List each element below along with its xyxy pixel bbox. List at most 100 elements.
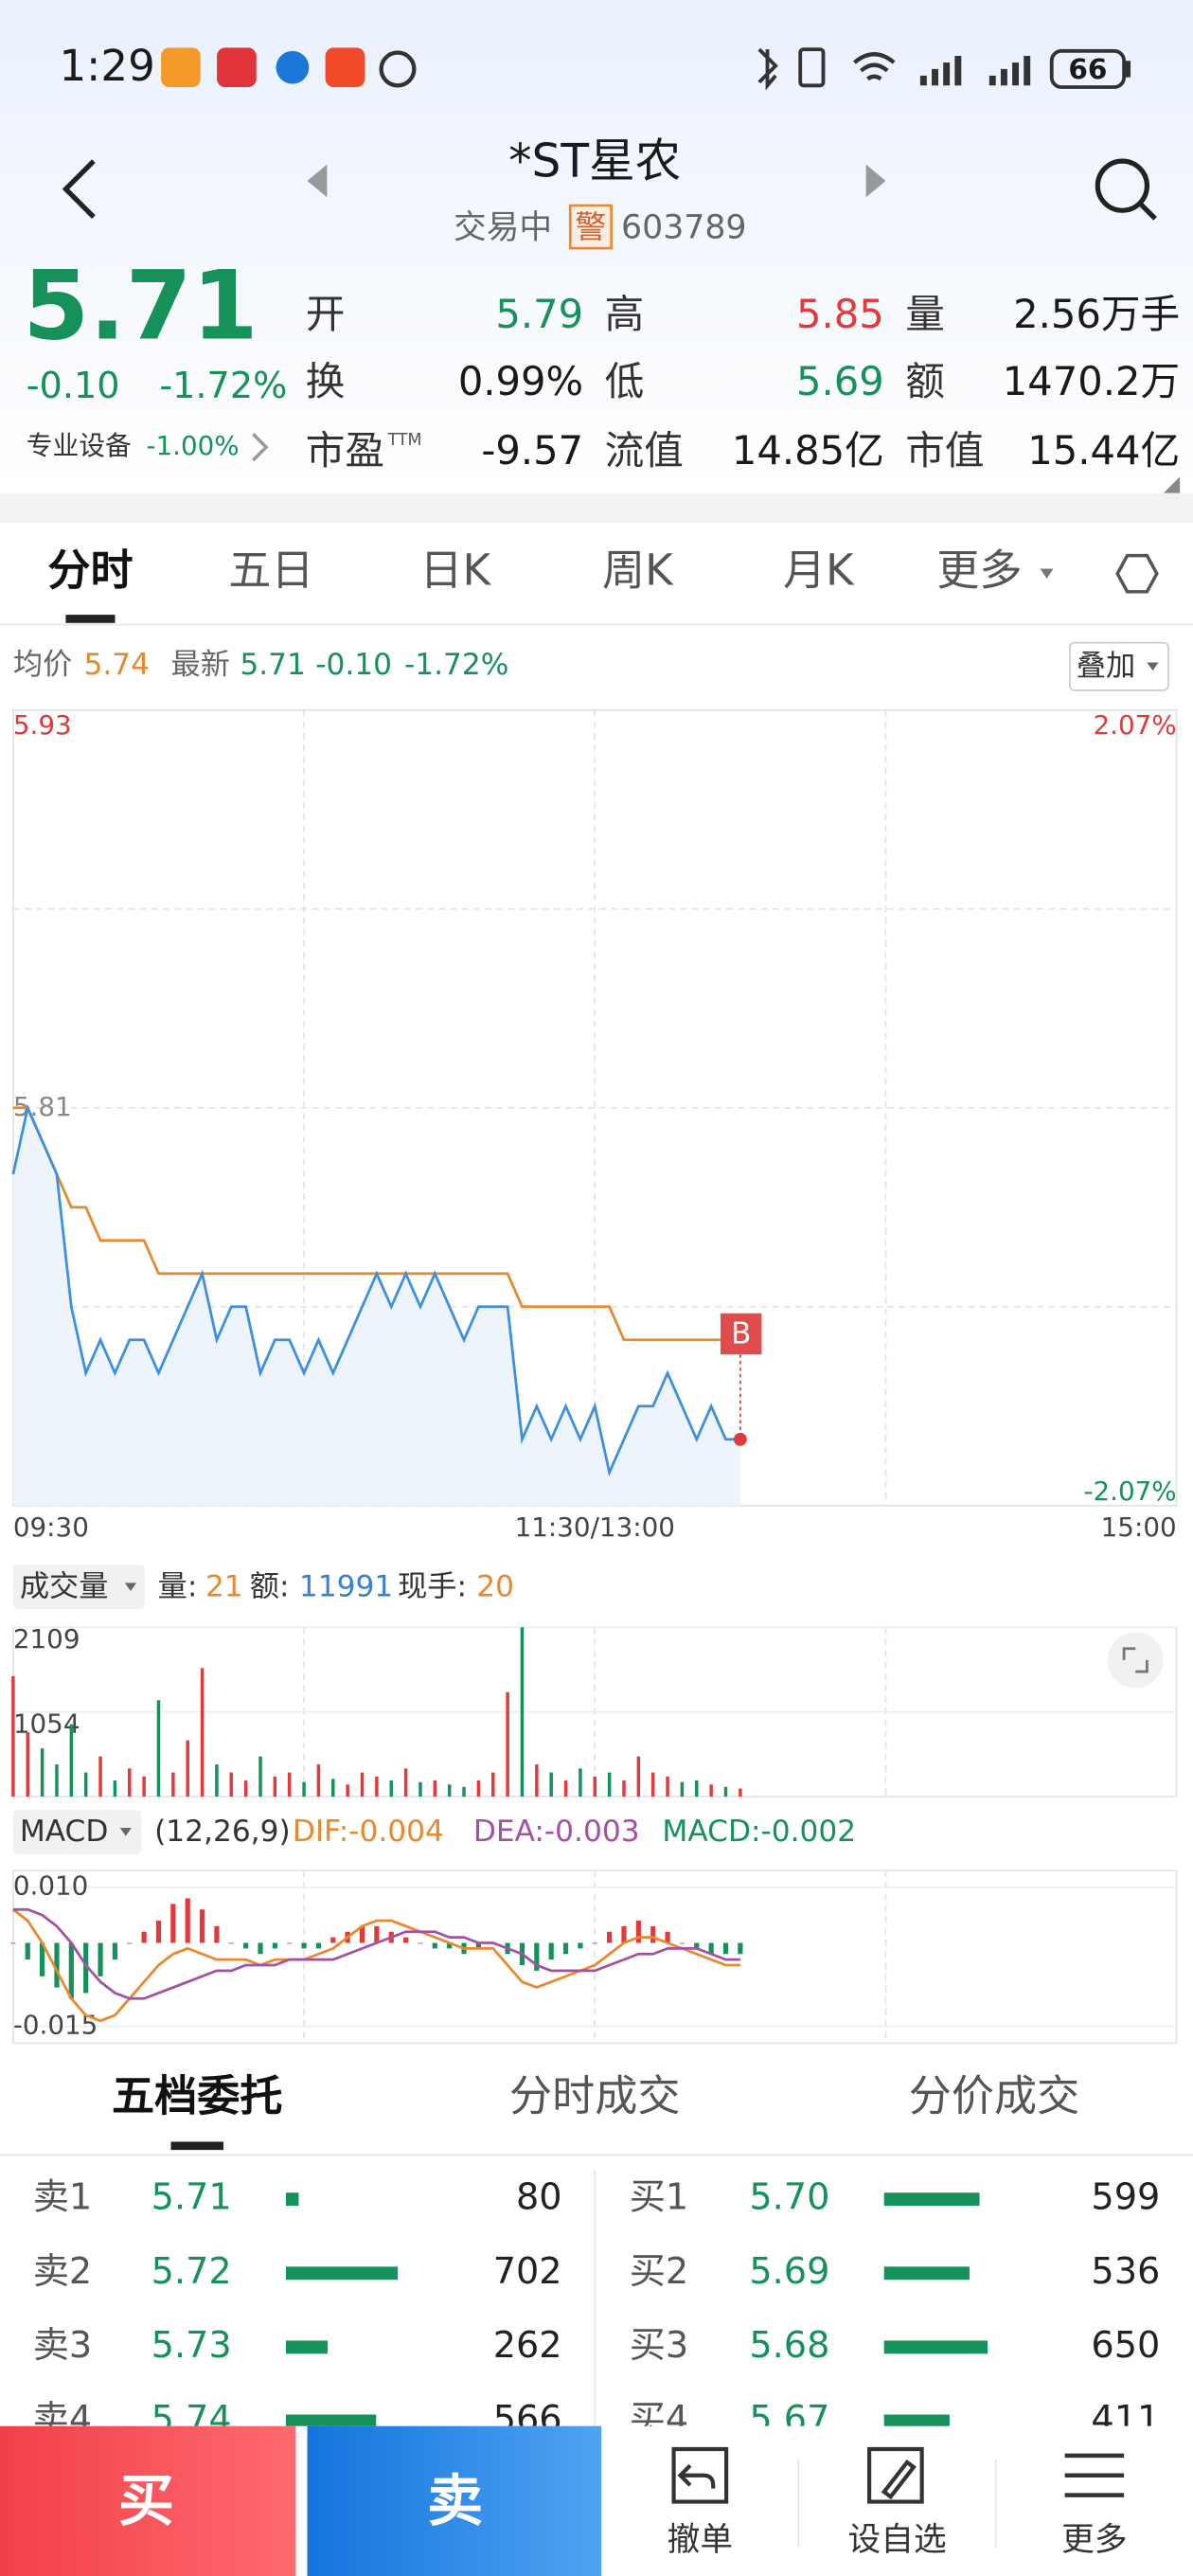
cancel-order-icon[interactable] [671,2446,729,2504]
volume-bar [186,1740,189,1797]
order-volume-bar [883,2414,950,2428]
macd-bar [185,1898,190,1943]
status-time: 1:29 [59,41,154,91]
next-stock[interactable] [865,164,886,198]
sell-button[interactable] [307,2425,602,2576]
macd-bar [141,1931,147,1943]
tab-indicator [65,615,116,623]
macd-bar [68,1942,74,1999]
field-label: 额 [905,358,945,404]
macd-bar [738,1942,743,1955]
macd-bar [679,1942,686,1944]
hand-label: 现手: [398,1570,467,1604]
volume-bar [229,1772,234,1797]
search-icon [1095,158,1150,213]
volume-bar [433,1780,437,1797]
expand-button[interactable] [1107,1632,1164,1689]
field-label: 换 [306,358,346,404]
hand-value: 20 [476,1570,514,1604]
latest-change-pct: -1.72% [404,648,508,682]
order-volume-bar [883,2340,988,2354]
stock-code: 603789 [621,208,746,246]
field-label-sup: TTM [387,431,422,450]
macd-selector: MACD [20,1815,109,1849]
sector-change[interactable]: -1.00% [146,430,239,461]
volume-bar [680,1781,685,1797]
watchlist-icon[interactable] [867,2446,924,2504]
y-tick-label: 5.81 [13,1091,72,1122]
corner-mark [1163,476,1181,493]
alarm-icon [379,50,417,88]
chart-tab[interactable]: 五日 [228,546,313,596]
macd-bar [534,1942,540,1971]
macd-bar [402,1937,409,1943]
prev-stock[interactable] [307,164,328,198]
chart-tab[interactable]: 更多 [936,546,1022,596]
warning-badge: 警 [575,208,606,245]
macd-bar [722,1942,729,1955]
more-label[interactable]: 更多 [1061,2521,1127,2559]
order-volume-bar [285,2414,377,2428]
search-icon-handle [1138,202,1157,221]
order-tab[interactable]: 分价成交 [909,2070,1079,2120]
more-tab-arrow [1040,568,1054,579]
chart-tab[interactable]: 周K [602,546,674,596]
sector-arrow[interactable] [252,432,269,462]
last-price: 5.71 [23,251,258,362]
status-icons [161,47,1131,91]
overlay-button-box[interactable] [1068,641,1169,691]
macd-bar [621,1925,627,1943]
field-value: 1470.2万 [1003,358,1180,404]
macd-bar [315,1942,322,1949]
expand-icon [1122,1647,1148,1673]
order-volume-bar [285,2192,299,2207]
macd-bar [25,1942,30,1960]
chart-tab[interactable]: 日K [419,546,491,596]
volume-bar [83,1772,88,1797]
volume-bar [549,1772,553,1797]
field-value: 5.69 [796,358,884,404]
volume-bar [506,1691,509,1797]
chart-tab[interactable]: 分时 [47,546,133,596]
last-point [733,1432,747,1446]
more-icon[interactable] [1064,2453,1125,2497]
chart-tab[interactable]: 月K [783,546,855,596]
watchlist-label[interactable]: 设自选 [848,2521,947,2559]
macd-bar [301,1942,307,1949]
buy-button[interactable] [0,2425,296,2576]
settings-icon[interactable] [1115,553,1159,594]
order-tab[interactable]: 分时成交 [509,2070,680,2120]
x-tick-label: 15:00 [1101,1512,1177,1543]
macd-bar [272,1942,277,1949]
series-line [11,1103,740,1477]
search-button[interactable] [1095,158,1157,221]
back-button[interactable] [62,159,96,219]
volume-bar [739,1788,742,1797]
macd-bar [243,1942,249,1949]
volume-bar [156,1700,161,1797]
cancel-order-label[interactable]: 撤单 [668,2521,733,2559]
macd-bar [359,1925,365,1943]
macd-bar [214,1925,220,1943]
app-icon [276,50,310,84]
sell-label[interactable]: 卖 [427,2468,483,2533]
macd-bar [432,1942,437,1949]
volume-bar [346,1784,349,1797]
volume-bar [535,1764,539,1797]
order-label: 买1 [630,2177,688,2219]
volume-bar [650,1772,655,1797]
sector-name[interactable]: 专业设备 [27,430,132,461]
volume-bar [579,1768,582,1797]
volume-bar [520,1627,525,1797]
y-tick-label: 2109 [13,1623,80,1655]
order-tab[interactable]: 五档委托 [112,2070,282,2120]
overlay-button[interactable]: 叠加 [1077,650,1135,684]
selector-box[interactable] [12,1809,142,1854]
buy-label[interactable]: 买 [118,2468,174,2533]
macd-bar [98,1942,103,1977]
trade-status: 交易中 [454,208,552,246]
selector-box[interactable] [12,1565,145,1610]
app-icon [217,47,257,88]
x-tick-label: 09:30 [13,1512,89,1543]
macd-bar [475,1942,481,1949]
